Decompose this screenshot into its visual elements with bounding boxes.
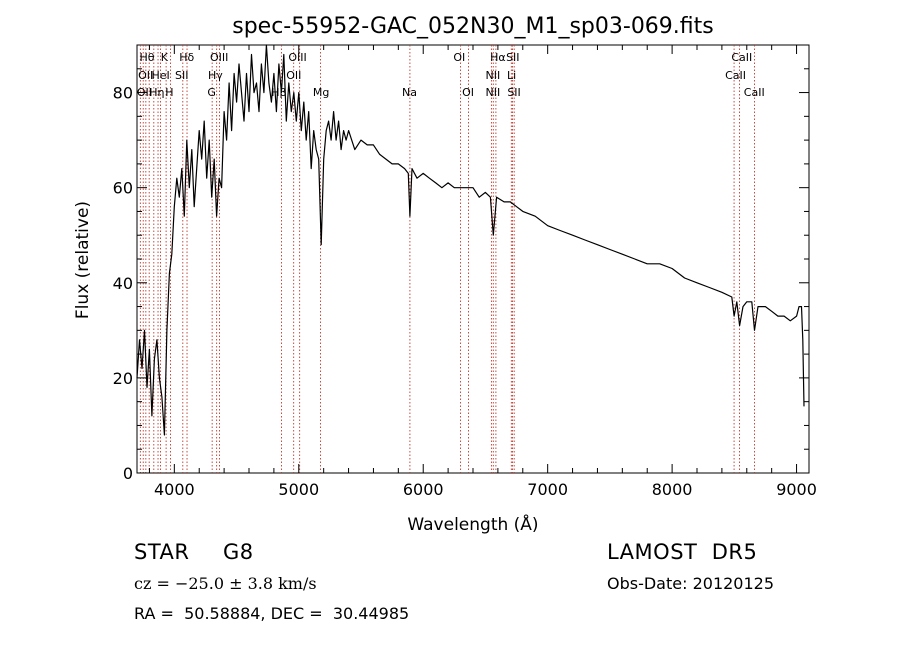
y-tick-label-0: 0 (123, 464, 133, 483)
marker-label-0-8: CaII (731, 51, 752, 64)
chart-title: spec-55952-GAC_052N30_M1_sp03-069.fits (232, 14, 714, 39)
x-axis-label: Wavelength (Å) (407, 513, 538, 535)
marker-label-1-4: OII (286, 69, 301, 82)
marker-label-0-2: Hδ (179, 51, 194, 64)
marker-label-2-10: CaII (744, 86, 765, 99)
marker-label-0-6: Hα (490, 51, 506, 64)
x-tick-label-5000: 5000 (278, 480, 319, 499)
x-tick-label-8000: 8000 (652, 480, 693, 499)
object-class: STAR (134, 540, 190, 564)
marker-label-2-7: OI (462, 86, 474, 99)
x-tick-label-7000: 7000 (527, 480, 568, 499)
x-tick-label-4000: 4000 (154, 480, 195, 499)
marker-label-1-3: Hγ (208, 69, 223, 82)
marker-label-2-6: Na (402, 86, 417, 99)
y-axis-ticks: 0 20 40 60 80 (113, 68, 809, 483)
obs-date: Obs-Date: 20120125 (607, 574, 775, 593)
marker-label-0-7: SII (506, 51, 519, 64)
marker-label-2-9: SII (507, 86, 520, 99)
marker-label-2-3: G (207, 86, 216, 99)
marker-label-1-1: HeI (151, 69, 169, 82)
spectrum-series-line (136, 44, 805, 436)
marker-label-1-6: Li (507, 69, 516, 82)
marker-label-0-4: OIII (288, 51, 306, 64)
marker-label-0-1: K (161, 51, 169, 64)
marker-label-2-8: NII (486, 86, 501, 99)
marker-label-0-0: Hθ (139, 51, 154, 64)
spectral-line-markers (139, 45, 755, 473)
y-tick-label-60: 60 (113, 179, 133, 198)
y-tick-label-40: 40 (113, 274, 133, 293)
y-tick-label-20: 20 (113, 369, 133, 388)
object-subclass: G8 (223, 540, 254, 564)
x-tick-label-9000: 9000 (776, 480, 817, 499)
x-tick-label-6000: 6000 (403, 480, 444, 499)
marker-label-0-3: OIII (210, 51, 228, 64)
marker-label-0-5: OI (453, 51, 465, 64)
marker-label-2-4: Hβ (271, 86, 286, 99)
marker-label-2-5: Mg (313, 86, 329, 99)
x-axis-ticks: 4000 5000 6000 7000 8000 9000 (148, 45, 817, 499)
marker-label-2-1: Hη (149, 86, 164, 99)
marker-label-1-5: NII (486, 69, 501, 82)
plot-frame (136, 44, 810, 474)
survey-name: LAMOST DR5 (607, 540, 758, 564)
marker-label-1-2: SII (175, 69, 188, 82)
marker-label-1-0: OII (138, 69, 153, 82)
coordinates: RA = 50.58884, DEC = 30.44985 (134, 604, 410, 623)
y-tick-label-80: 80 (113, 84, 133, 103)
marker-label-2-2: H (165, 86, 173, 99)
redshift-text: cz = −25.0 ± 3.8 km/s (134, 574, 317, 593)
marker-label-1-7: CaII (725, 69, 746, 82)
y-axis-label: Flux (relative) (73, 201, 93, 319)
